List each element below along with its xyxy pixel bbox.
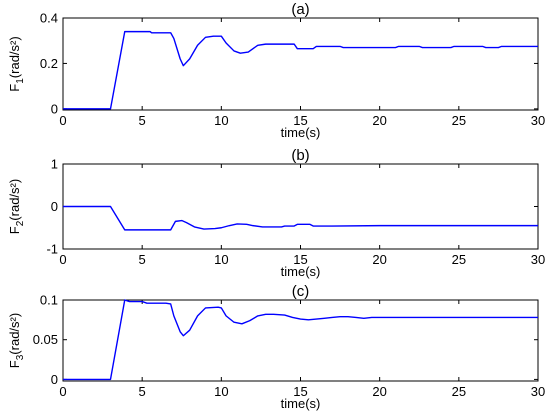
chart-1-x-tick-label: 20 [372, 252, 386, 267]
chart-0-xlabel: time(s) [281, 125, 321, 140]
chart-2-y-tick-label: 0.05 [33, 332, 58, 347]
chart-0-x-tick-label: 20 [372, 113, 386, 128]
chart-1-title: (b) [291, 147, 309, 164]
chart-0-y-tick-label: 0.2 [40, 56, 58, 71]
chart-2-y-tick-label: 0.1 [40, 293, 58, 308]
chart-0-x-tick-label: 5 [139, 113, 146, 128]
chart-1-x-tick-label: 25 [452, 252, 466, 267]
chart-1-x-tick-label: 10 [214, 252, 228, 267]
chart-0-y-tick-label: 0.4 [40, 11, 58, 26]
chart-2-y-tick-label: 0 [51, 372, 58, 387]
chart-0-x-tick-label: 10 [214, 113, 228, 128]
chart-1-x-tick-label: 30 [531, 252, 545, 267]
chart-2-plot-frame [62, 299, 539, 382]
chart-0-ylabel-unit: (rad/s²) [7, 36, 22, 78]
chart-1-x-tick-label: 5 [139, 252, 146, 267]
chart-2-xlabel: time(s) [281, 396, 321, 411]
chart-1-ylabel-main: F [7, 226, 22, 234]
chart-1-y-tick-label: 1 [51, 157, 58, 172]
chart-2-ylabel-main: F [7, 360, 22, 368]
chart-2-x-tick-label: 0 [59, 384, 66, 399]
chart-2-x-tick-label: 25 [452, 384, 466, 399]
chart-0-title: (a) [291, 1, 309, 18]
chart-1-y-tick-label: 0 [51, 199, 58, 214]
chart-2-x-tick-label: 15 [293, 384, 307, 399]
chart-0-x-tick-label: 15 [293, 113, 307, 128]
chart-2-title: (c) [292, 283, 310, 300]
chart-1-x-tick-label: 15 [293, 252, 307, 267]
chart-2-series-line [63, 299, 538, 381]
chart-1-plot-frame [62, 163, 539, 250]
chart-1-ylabel-unit: (rad/s²) [7, 179, 22, 221]
chart-0-ylabel-sub: 1 [15, 78, 26, 84]
chart-1-y-tick-label: -1 [46, 242, 58, 257]
chart-0-ylabel-main: F [7, 84, 22, 92]
chart-2-x-tick-label: 30 [531, 384, 545, 399]
chart-0-ylabel: F1(rad/s²) [7, 36, 26, 91]
chart-1-xlabel: time(s) [281, 264, 321, 279]
chart-2-x-tick-label: 10 [214, 384, 228, 399]
chart-2-ylabel-sub: 3 [15, 354, 26, 360]
chart-0: (a) 0 5 10 15 20 25 30 0 0.2 0.4 time(s) F1(rad/s²) [7, 1, 545, 140]
chart-2-ylabel-unit: (rad/s²) [7, 313, 22, 355]
chart-1-x-tick-label: 0 [59, 252, 66, 267]
chart-1-series-line [63, 205, 538, 231]
chart-0-x-tick-label: 25 [452, 113, 466, 128]
chart-0-x-tick-label: 30 [531, 113, 545, 128]
chart-2-x-tick-label: 20 [372, 384, 386, 399]
chart-2: (c) 0 5 10 15 20 25 30 0 0.05 0.1 time(s) F3(rad/s²) [7, 283, 545, 411]
chart-0-series-line [63, 30, 538, 110]
chart-2-ylabel: F3(rad/s²) [7, 313, 26, 368]
chart-1-ylabel-sub: 2 [15, 220, 26, 226]
chart-2-x-tick-label: 5 [139, 384, 146, 399]
chart-0-x-tick-label: 0 [59, 113, 66, 128]
chart-0-y-tick-label: 0 [51, 101, 58, 116]
chart-1-ylabel: F2(rad/s²) [7, 179, 26, 234]
